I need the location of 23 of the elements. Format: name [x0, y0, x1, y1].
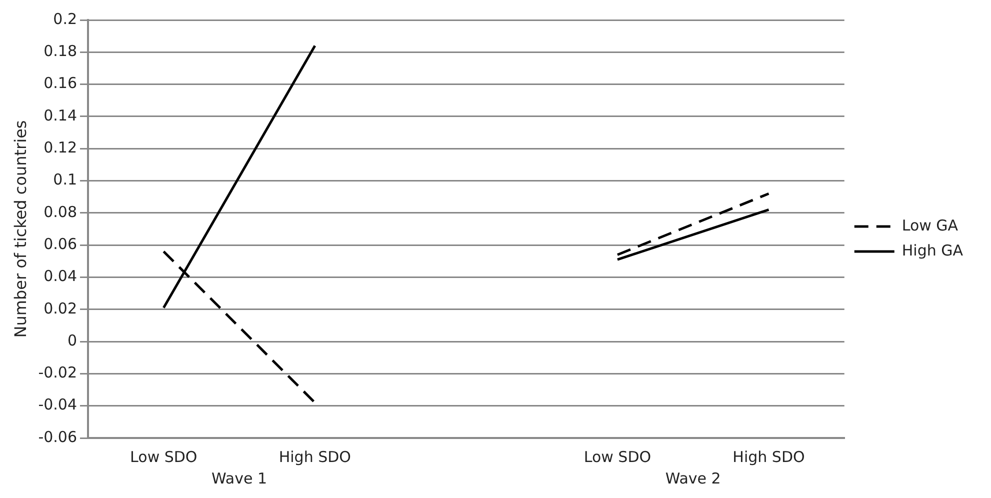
x-tick-label: High SDO	[278, 448, 351, 466]
y-tick-label: -0.04	[38, 396, 78, 414]
x-tick-label: High SDO	[732, 448, 805, 466]
text: Wave 2	[665, 469, 721, 488]
x-tick-label: Low SDO	[130, 448, 198, 466]
y-tick-label: 0.06	[44, 234, 78, 253]
y-tick-label: 0.2	[53, 10, 78, 28]
y-tick-label: 0.02	[44, 299, 78, 318]
y-tick-label: 0.14	[44, 106, 78, 124]
y-tick-label: -0.06	[38, 428, 78, 446]
x-tick-label: Low SDO	[584, 448, 652, 466]
legend-label: Low GA	[902, 216, 959, 234]
y-tick-label: 0.16	[44, 74, 78, 92]
y-tick-label: 0.1	[53, 170, 78, 189]
y-tick-label: -0.02	[38, 364, 78, 382]
text: Wave 1	[212, 469, 268, 488]
y-axis-title: Number of ticked countries	[10, 120, 30, 338]
y-tick-label: 0.12	[44, 138, 78, 157]
y-tick-label: 0.04	[44, 267, 78, 286]
legend-label: High GA	[902, 241, 964, 260]
y-tick-label: 0.18	[44, 42, 78, 60]
y-tick-label: 0	[67, 331, 78, 350]
y-tick-label: 0.08	[44, 202, 78, 221]
